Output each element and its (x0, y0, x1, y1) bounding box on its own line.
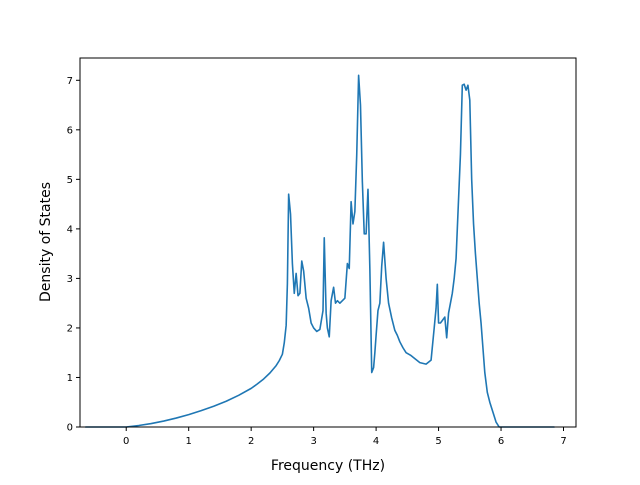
x-tick-label: 1 (186, 436, 192, 447)
axes-frame (79, 57, 577, 428)
y-axis-label: Density of States (38, 182, 54, 302)
y-tick-label: 6 (67, 125, 73, 136)
y-tick-label: 4 (67, 224, 73, 235)
x-axis-ticks: 0 1 2 3 4 5 6 7 (123, 427, 567, 447)
y-tick-label: 5 (67, 175, 73, 186)
y-tick-label: 7 (67, 76, 73, 87)
y-tick-label: 2 (67, 323, 73, 334)
y-tick-label: 0 (67, 423, 73, 434)
x-tick-label: 3 (310, 436, 316, 447)
x-tick-label: 7 (560, 436, 566, 447)
y-tick-label: 3 (67, 274, 73, 285)
y-tick-label: 1 (67, 373, 73, 384)
x-tick-label: 6 (498, 436, 504, 447)
x-tick-label: 2 (248, 436, 254, 447)
x-tick-label: 4 (373, 436, 379, 447)
x-tick-label: 5 (435, 436, 441, 447)
x-tick-label: 0 (123, 436, 129, 447)
series-line-dos (84, 74, 555, 428)
plot-area (84, 74, 555, 428)
y-axis-ticks: 0 1 2 3 4 5 6 7 (67, 76, 80, 434)
x-axis-label: Frequency (THz) (271, 458, 385, 474)
